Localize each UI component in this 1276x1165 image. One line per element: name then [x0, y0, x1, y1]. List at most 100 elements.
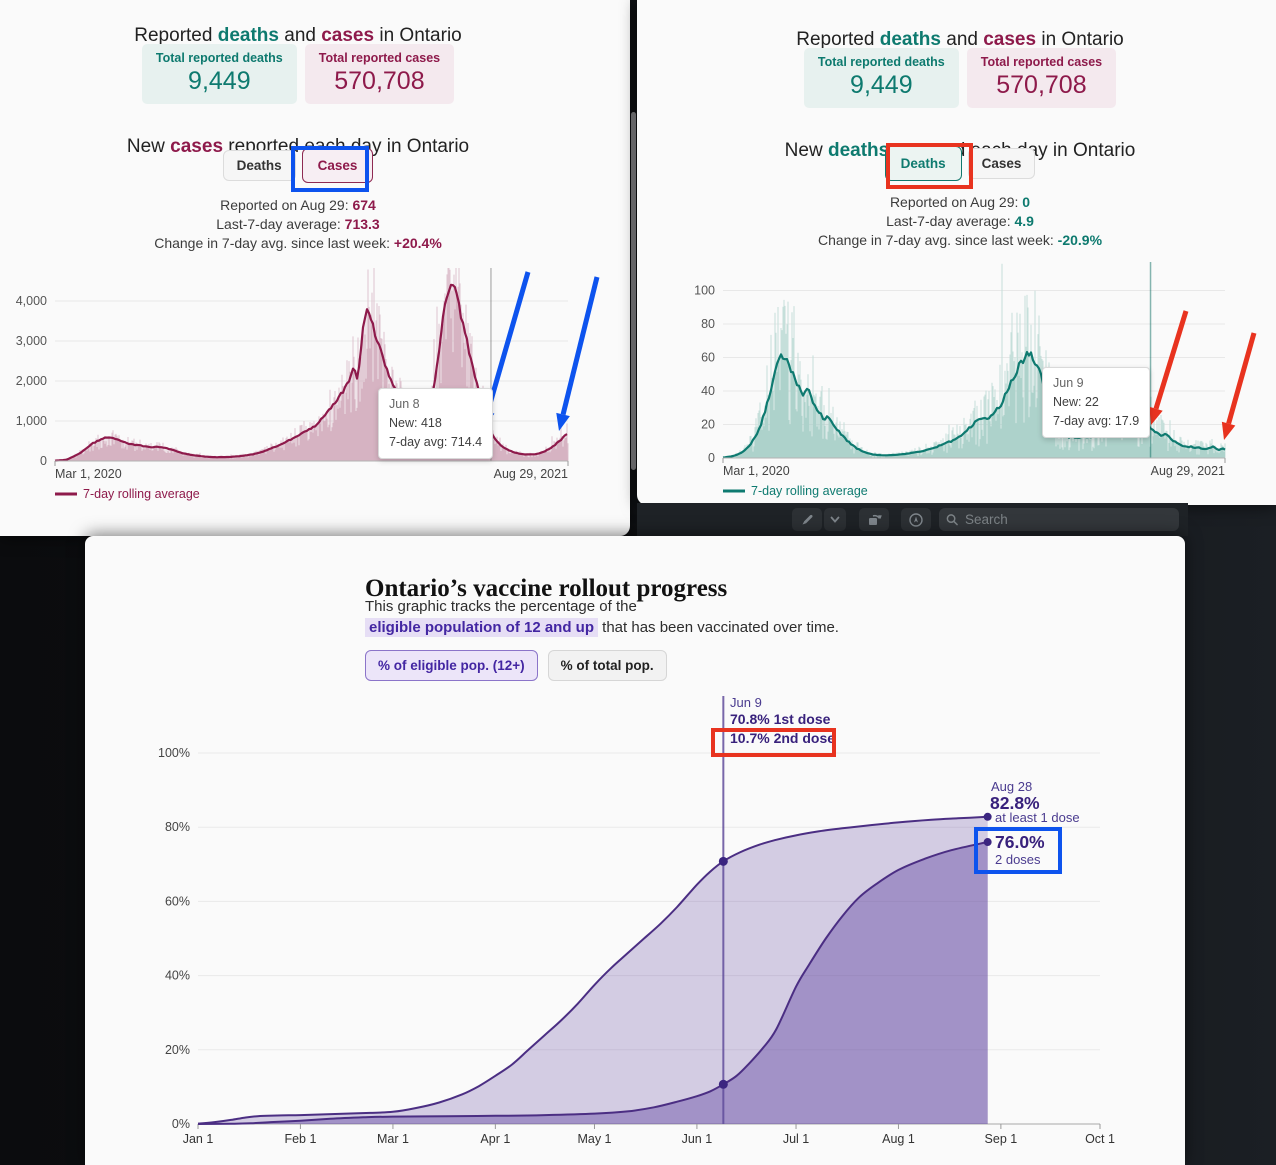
stat-value: 674	[352, 197, 376, 213]
stat-value: 0	[1022, 194, 1031, 210]
deaths-cases-toggle: Deaths Cases	[637, 146, 1276, 181]
tooltip-avg-value: 7-day avg: 17.9	[1053, 414, 1140, 428]
pencil-icon	[802, 514, 812, 525]
aug28-second-dose-marker	[983, 838, 992, 847]
stat-label: Reported on Aug 29:	[220, 197, 353, 213]
jun9-annotation: Jun 9 70.8% 1st dose 10.7% 2nd dose	[730, 695, 835, 748]
search-icon	[946, 514, 958, 526]
blue-annotation-box-2-doses	[974, 827, 1062, 874]
search-input[interactable]	[963, 511, 1172, 528]
jun9-second-dose-marker	[718, 1079, 728, 1089]
aug28-date: Aug 28	[991, 779, 1033, 794]
red-annotation-box-2nd-dose	[711, 728, 836, 757]
first-dose-line	[197, 815, 988, 1125]
subtitle-text: This graphic tracks the percentage of th…	[365, 598, 637, 615]
vaccine-title: Ontario’s vaccine rollout progress	[365, 574, 728, 602]
aug28-dose1-pct: 82.8%	[990, 793, 1040, 813]
annotation-arrowhead	[1221, 421, 1236, 440]
y-tick-label: 80%	[165, 820, 190, 834]
y-tick-label: 0	[40, 454, 47, 468]
tooltip-new-value: New: 22	[1053, 395, 1099, 409]
total-deaths-label: Total reported deaths	[155, 51, 283, 65]
x-end-label: Aug 29, 2021	[1151, 464, 1225, 478]
stat-value: 4.9	[1014, 213, 1034, 229]
y-tick-label: 60	[701, 351, 715, 365]
x-tick-label: Mar 1	[377, 1132, 409, 1146]
cases-chart[interactable]: 0 1,000 2,000 3,000 4,000 Mar 1, 2020 Aug 29, …	[0, 0, 630, 536]
second-dose-line	[197, 841, 988, 1125]
panel-title: Reported deaths and cases in Ontario	[637, 29, 1276, 51]
pencil-button[interactable]	[792, 508, 822, 531]
total-cases-value: 570,708	[996, 71, 1087, 99]
legend-label: 7-day rolling average	[751, 484, 868, 498]
tooltip-new-value: New: 418	[389, 416, 442, 430]
eligible-pop-button[interactable]: % of eligible pop. (12+)	[365, 650, 538, 681]
blue-annotation-box-cases-toggle	[291, 146, 369, 192]
annotation-arrow	[485, 271, 531, 413]
stat-row: Last-7-day average: 713.3	[0, 215, 596, 234]
stat-row: Change in 7-day avg. since last week: +2…	[0, 234, 596, 253]
section-highlight-word: cases	[170, 135, 224, 157]
stat-label: Change in 7-day avg. since last week:	[154, 235, 394, 251]
total-pop-button[interactable]: % of total pop.	[547, 650, 667, 681]
total-cases-label: Total reported cases	[318, 51, 441, 65]
aug28-dose2-pct: 76.0%	[995, 832, 1045, 852]
stat-row: Change in 7-day avg. since last week: -2…	[637, 231, 1276, 250]
y-tick-label: 20	[701, 418, 715, 432]
y-tick-label: 60%	[165, 894, 190, 908]
y-tick-label: 100	[694, 284, 715, 298]
deaths-toggle-button[interactable]: Deaths	[222, 150, 296, 181]
stat-row: Last-7-day average: 4.9	[637, 212, 1276, 231]
total-cases-label: Total reported cases	[980, 55, 1103, 69]
tooltip-avg-value: 7-day avg: 714.4	[389, 435, 483, 449]
stat-label: Reported on Aug 29:	[889, 194, 1023, 210]
title-text: in Ontario	[1036, 28, 1124, 50]
jun9-dose2-value: 10.7% 2nd dose	[730, 730, 836, 746]
y-tick-label: 3,000	[16, 334, 47, 348]
stat-value: +20.4%	[393, 235, 442, 251]
window-scrollbar[interactable]	[631, 112, 636, 470]
annotation-arrowhead	[1149, 406, 1163, 425]
tooltip-date: Jun 9	[1053, 376, 1084, 390]
y-tick-label: 40	[701, 384, 715, 398]
deaths-chart[interactable]: 0 20 40 60 80 100 Mar 1, 2020 Aug 29, 2021 7-day…	[637, 0, 1276, 505]
jun9-first-dose-marker	[718, 856, 728, 866]
x-tick-label: Sep 1	[985, 1132, 1018, 1146]
rotate-button[interactable]	[859, 508, 889, 531]
vaccine-chart[interactable]: 0% 20% 40% 60% 80% 100% Jan 1 Feb 1 Mar 1 Apr 1 Ma…	[85, 536, 1185, 1165]
title-text: in Ontario	[374, 24, 462, 46]
jun9-dose1-value: 70.8% 1st dose	[730, 711, 831, 727]
daily-stats: Reported on Aug 29: 0 Last-7-day average…	[637, 193, 1276, 250]
x-tick-label: May 1	[577, 1132, 611, 1146]
y-tick-label: 0	[708, 451, 715, 465]
legend-label: 7-day rolling average	[83, 487, 200, 501]
annotation-arrowhead	[556, 412, 570, 431]
second-dose-area	[198, 842, 988, 1124]
y-tick-label: 4,000	[16, 294, 47, 308]
title-text: and	[278, 24, 322, 46]
total-deaths-value: 9,449	[850, 71, 913, 99]
x-tick-label: Jul 1	[783, 1132, 809, 1146]
cases-toggle-button[interactable]: Cases	[967, 148, 1036, 179]
deaths-chart-tooltip: Jun 9 New: 22 7-day avg: 17.9	[1042, 367, 1151, 438]
title-cases-word: cases	[321, 24, 375, 46]
stat-label: Last-7-day average:	[886, 213, 1015, 229]
stat-value: -20.9%	[1057, 232, 1103, 248]
cases-dashboard-panel: Reported deaths and cases in Ontario Tot…	[0, 0, 630, 536]
x-tick-label: Apr 1	[480, 1132, 510, 1146]
annotation-arrow	[560, 276, 600, 416]
stroke-options-button[interactable]	[824, 508, 846, 531]
stat-label: Last-7-day average:	[216, 216, 345, 232]
aug28-dose1-label: at least 1 dose	[995, 810, 1080, 825]
population-toggle: % of eligible pop. (12+) % of total pop.	[365, 650, 667, 681]
subtitle-highlight: eligible population of 12 and up	[365, 618, 598, 637]
section-text: New	[126, 135, 171, 157]
title-text: Reported	[796, 28, 880, 50]
y-tick-label: 2,000	[16, 374, 47, 388]
red-annotation-box-deaths-toggle	[886, 143, 973, 189]
jun9-date: Jun 9	[730, 695, 762, 710]
inspector-button[interactable]	[901, 508, 931, 531]
title-text: and	[940, 28, 984, 50]
subtitle-text: that has been vaccinated over time.	[598, 619, 839, 636]
chevron-down-icon	[830, 516, 840, 523]
